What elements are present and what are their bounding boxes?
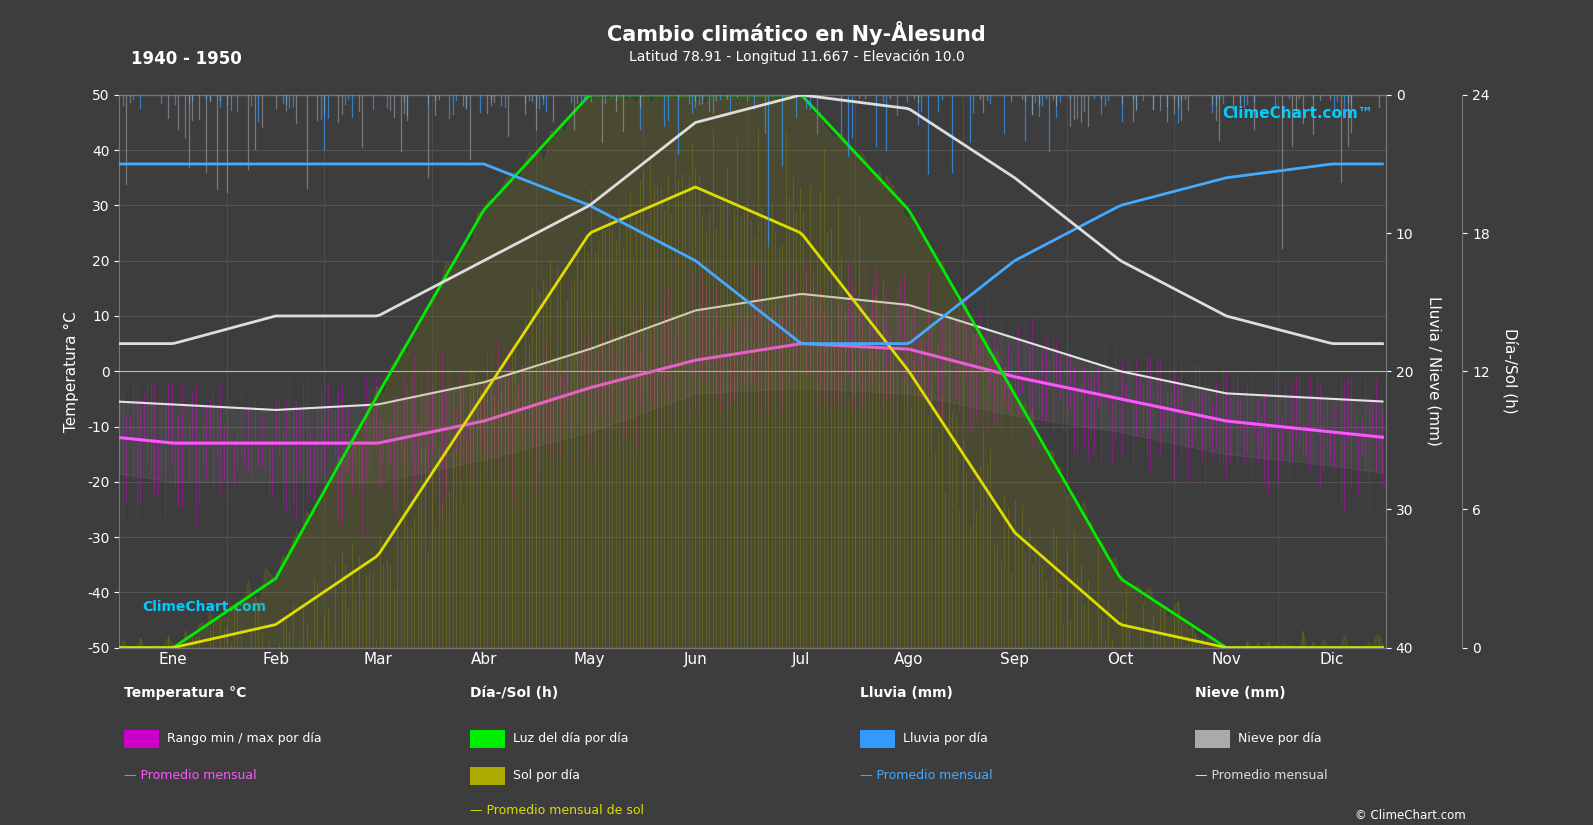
Text: — Promedio mensual: — Promedio mensual xyxy=(1195,769,1327,782)
Text: ClimeChart.com™: ClimeChart.com™ xyxy=(1222,106,1373,121)
Text: Cambio climático en Ny-Ålesund: Cambio climático en Ny-Ålesund xyxy=(607,21,986,45)
Y-axis label: Temperatura °C: Temperatura °C xyxy=(64,311,80,431)
Text: Nieve (mm): Nieve (mm) xyxy=(1195,686,1286,700)
Y-axis label: Lluvia / Nieve (mm): Lluvia / Nieve (mm) xyxy=(1426,296,1442,446)
Text: Nieve por día: Nieve por día xyxy=(1238,732,1321,745)
Y-axis label: Día-/Sol (h): Día-/Sol (h) xyxy=(1502,328,1518,414)
Text: © ClimeChart.com: © ClimeChart.com xyxy=(1354,808,1466,822)
Text: Luz del día por día: Luz del día por día xyxy=(513,732,629,745)
Text: Día-/Sol (h): Día-/Sol (h) xyxy=(470,686,558,700)
Text: Sol por día: Sol por día xyxy=(513,769,580,782)
Text: Lluvia (mm): Lluvia (mm) xyxy=(860,686,953,700)
Text: ClimeChart.com: ClimeChart.com xyxy=(142,601,266,615)
Text: — Promedio mensual: — Promedio mensual xyxy=(860,769,992,782)
Text: 1940 - 1950: 1940 - 1950 xyxy=(131,50,242,68)
Text: — Promedio mensual de sol: — Promedio mensual de sol xyxy=(470,804,644,817)
Text: — Promedio mensual: — Promedio mensual xyxy=(124,769,256,782)
Text: Temperatura °C: Temperatura °C xyxy=(124,686,247,700)
Text: Lluvia por día: Lluvia por día xyxy=(903,732,988,745)
Text: Latitud 78.91 - Longitud 11.667 - Elevación 10.0: Latitud 78.91 - Longitud 11.667 - Elevac… xyxy=(629,50,964,64)
Text: Rango min / max por día: Rango min / max por día xyxy=(167,732,322,745)
